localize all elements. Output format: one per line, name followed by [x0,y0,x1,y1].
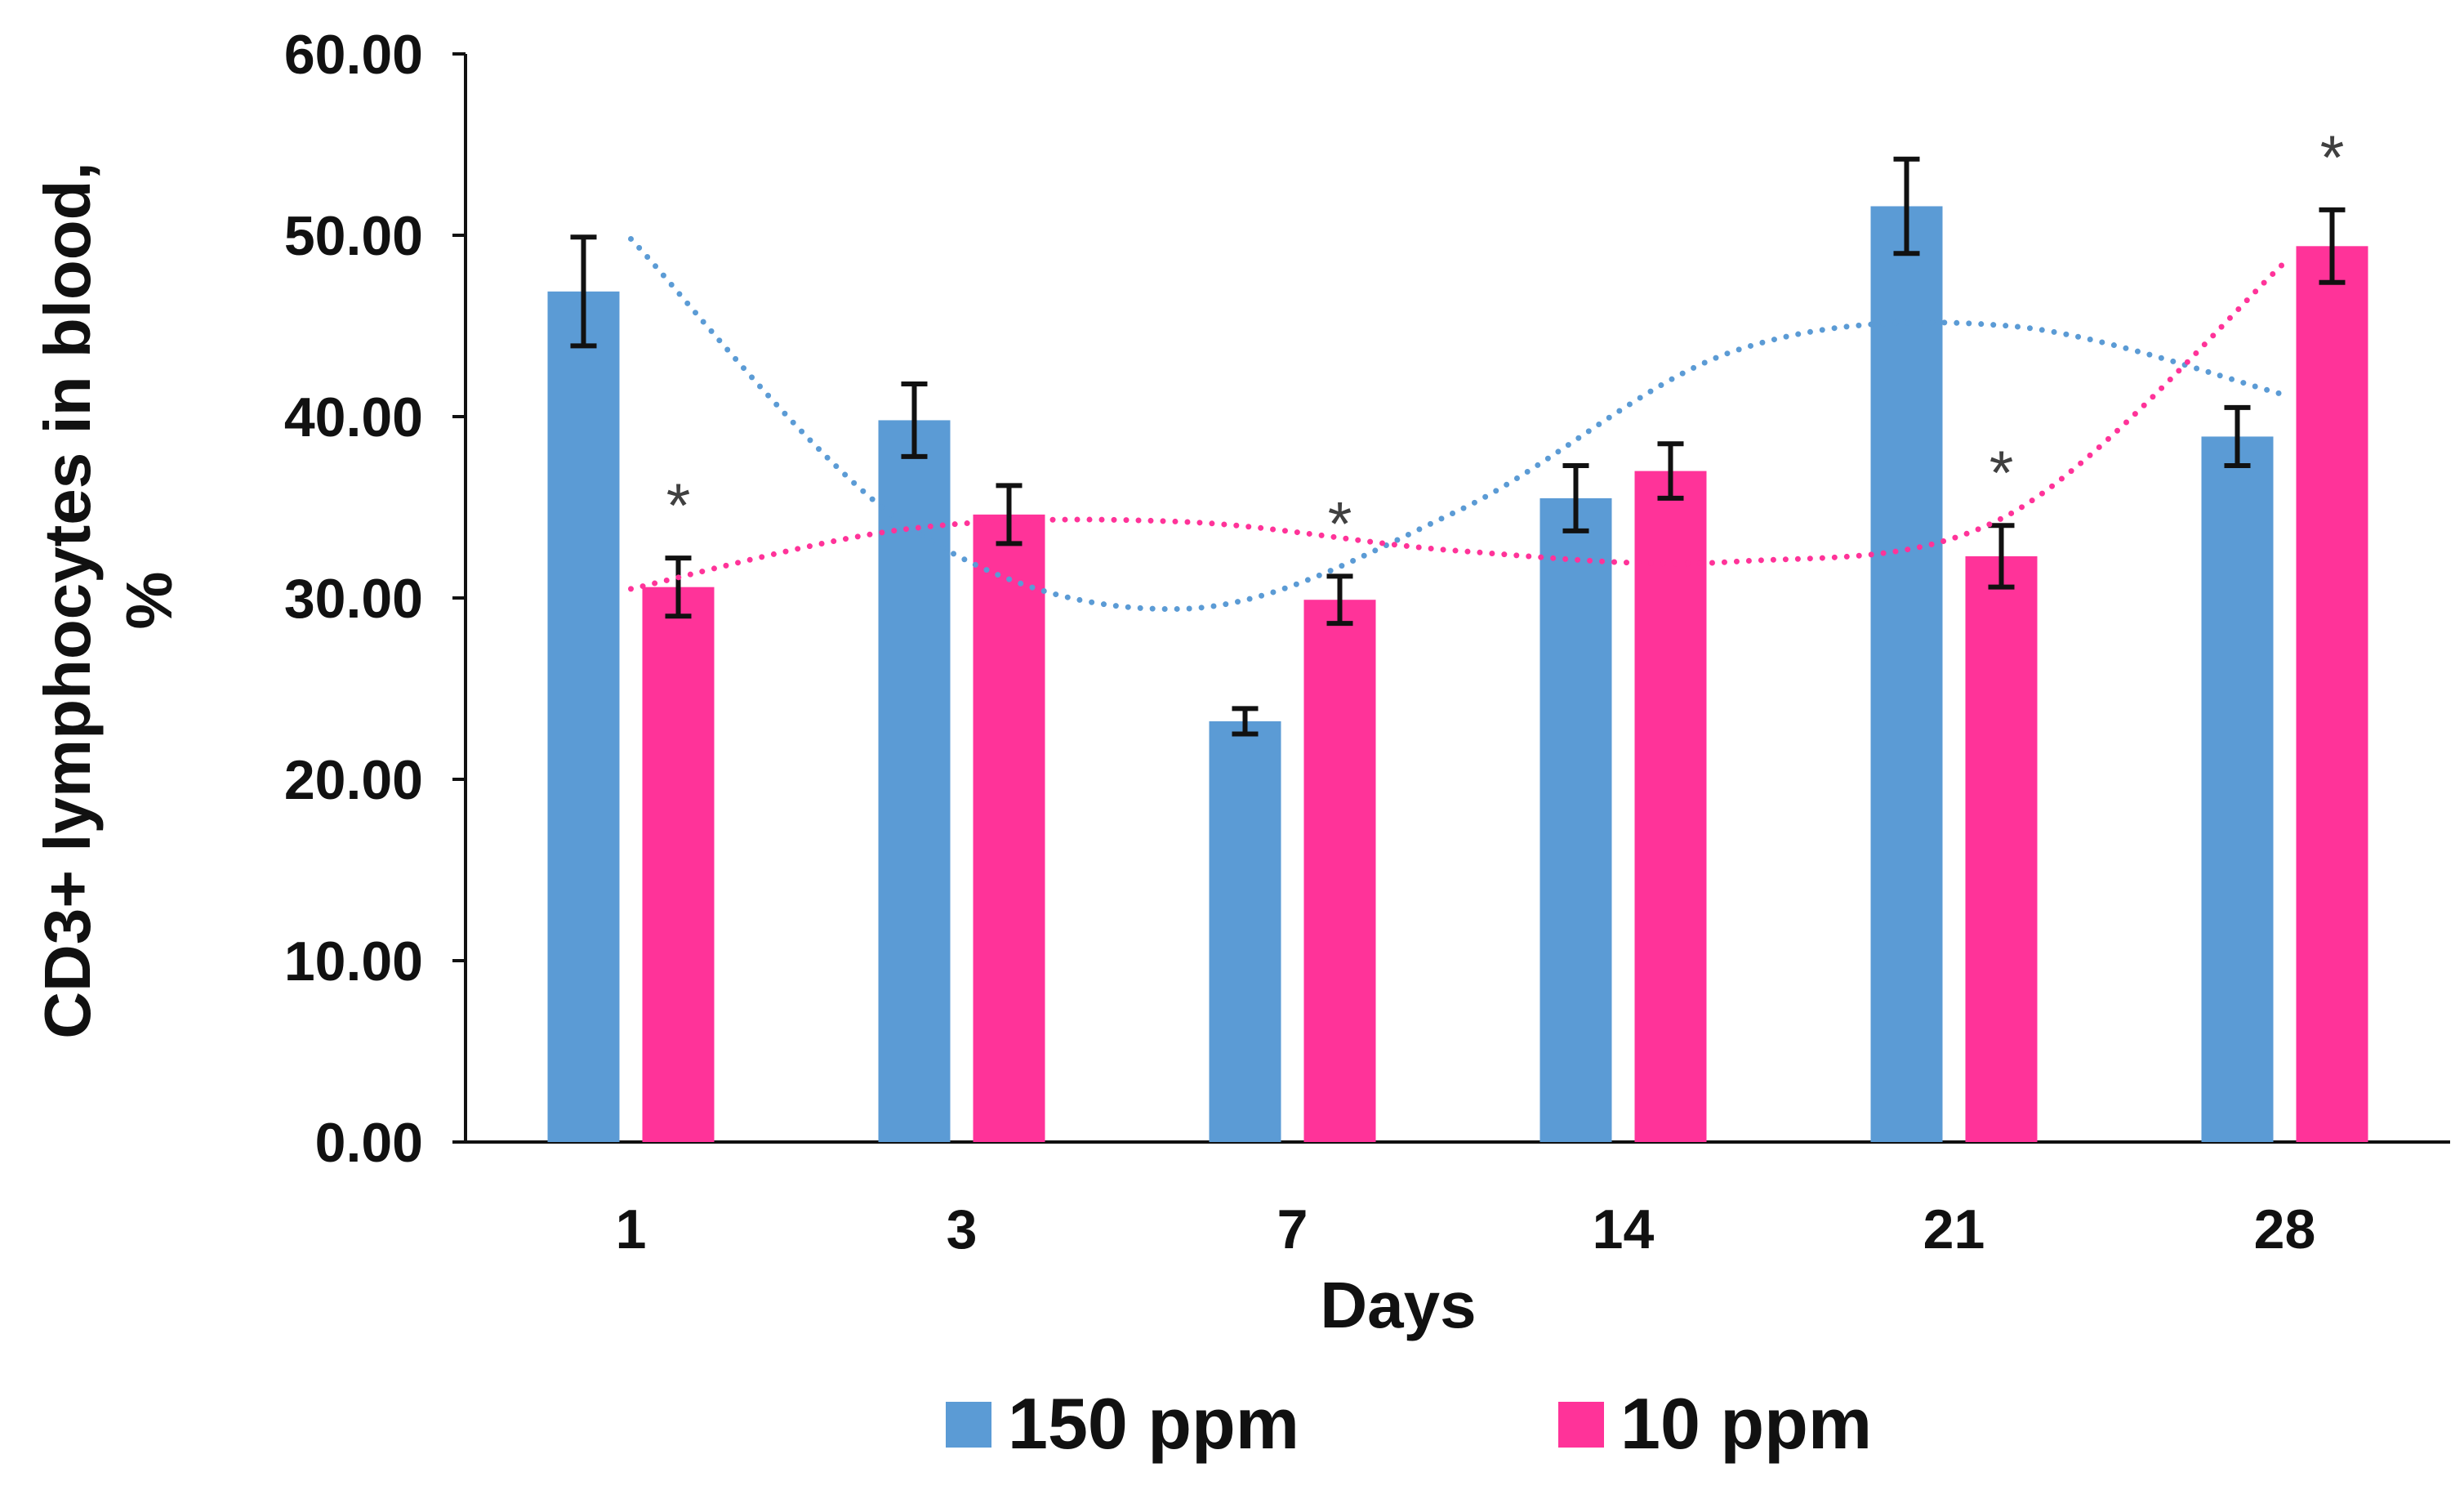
y-tick-labels: 0.00 10.00 20.00 30.00 40.00 50.00 60.00 [284,24,423,1174]
bar [878,420,951,1142]
y-tick-label: 20.00 [284,749,423,811]
axes [452,52,2450,1144]
bar [1634,471,1707,1142]
x-tick-label: 14 [1593,1198,1655,1260]
y-axis-title-line-1: CD3+ lymphocytes in blood, [31,162,104,1039]
legend-swatch-10-ppm [1558,1402,1604,1448]
x-tick-label: 28 [2254,1198,2316,1260]
bar [2296,246,2368,1142]
bar [642,587,715,1142]
legend: 150 ppm 10 ppm [946,1383,1872,1464]
bar [1870,206,1943,1143]
significance-markers: * * * * [666,123,2345,559]
bars [547,206,2368,1143]
legend-swatch-150-ppm [946,1402,991,1448]
bar [547,291,620,1142]
bar [1539,497,1612,1142]
significance-star: * [2320,123,2345,193]
y-tick-label: 30.00 [284,568,423,630]
bar [1965,555,2038,1142]
significance-star: * [1328,489,1352,559]
x-tick-label: 21 [1923,1198,1985,1260]
trendline-1 [628,259,2288,592]
y-axis-title-line-2: % [113,571,185,629]
x-tick-labels: 1 3 7 14 21 28 [616,1198,2316,1260]
y-tick-label: 0.00 [315,1112,423,1174]
y-tick-label: 60.00 [284,24,423,86]
trendline-0 [628,235,2288,613]
trendlines [628,235,2288,613]
x-tick-label: 1 [616,1198,647,1260]
error-bars [570,156,2346,737]
bar [1209,721,1281,1142]
significance-star: * [1989,439,2014,508]
bar [1303,600,1376,1142]
legend-label-150-ppm: 150 ppm [1008,1383,1299,1464]
x-axis-title: Days [1320,1269,1476,1341]
y-tick-label: 40.00 [284,386,423,448]
y-tick-label: 50.00 [284,205,423,267]
bar [2201,436,2274,1142]
legend-label-10-ppm: 10 ppm [1620,1383,1872,1464]
significance-star: * [666,471,691,541]
bar [973,514,1045,1142]
x-tick-label: 3 [947,1198,978,1260]
x-tick-label: 7 [1277,1198,1308,1260]
y-tick-label: 10.00 [284,930,423,993]
